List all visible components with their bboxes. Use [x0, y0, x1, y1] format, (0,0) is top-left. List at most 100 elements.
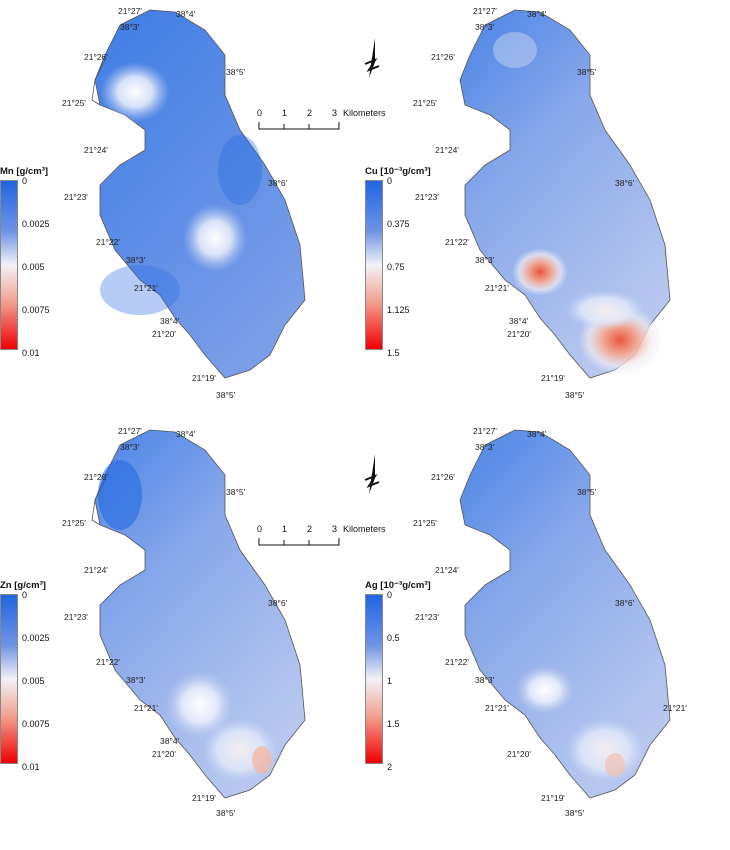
coord-label: 21°27' [473, 426, 497, 436]
legend-color-bar [0, 594, 18, 764]
legend-tick: 1.5 [387, 348, 400, 358]
legend-tick: 0.5 [387, 633, 400, 643]
legend-tick: 0.005 [22, 262, 45, 272]
scale-tick-label: 1 [282, 108, 288, 118]
zn-legend: Zn [g/cm³] 0 0.0025 0.005 0.0075 0.01 [0, 580, 90, 772]
coord-label: 38°5' [577, 487, 597, 497]
coord-label: 21°20' [507, 749, 531, 759]
coord-label: 38°5' [216, 808, 236, 818]
legend-tick: 0.0025 [22, 633, 50, 643]
map-panel-ag: 21°27' 38°4' 38°3' 21°26' 38°5' 21°25' 2… [365, 420, 730, 850]
coord-label: 21°19' [541, 373, 565, 383]
legend-tick: 0.75 [387, 262, 405, 272]
legend-tick: 0.01 [22, 348, 40, 358]
mn-map [91, 9, 306, 379]
coord-label: 38°4' [527, 429, 547, 439]
coord-label: 38°4' [176, 429, 196, 439]
zn-map [91, 429, 306, 799]
legend-title: Ag [10⁻³g/cm³] [365, 580, 431, 591]
coord-label: 21°27' [118, 426, 142, 436]
legend-tick: 2 [387, 762, 393, 772]
mn-legend: Mn [g/cm³] 0 0.0025 0.005 0.0075 0.01 [0, 166, 90, 358]
coord-label: 21°20' [152, 329, 176, 339]
coord-label: 21°21' [134, 703, 158, 713]
scale-tick-label: 1 [282, 524, 288, 534]
coord-label: 21°25' [413, 518, 437, 528]
coord-label: 21°24' [435, 565, 459, 575]
coord-label: 21°21' [485, 703, 509, 713]
coord-label: 21°22' [445, 657, 469, 667]
legend-tick: 0.0025 [22, 219, 50, 229]
cu-legend: Cu [10⁻³g/cm³] 0 0.375 0.75 1.125 1.5 [365, 166, 455, 358]
coord-label: 21°23' [64, 192, 88, 202]
scale-tick-label: 3 [332, 524, 338, 534]
coord-label: 38°6' [615, 598, 635, 608]
scale-tick-label: 3 [332, 108, 338, 118]
coord-label: 21°26' [431, 52, 455, 62]
coord-label: 21°25' [62, 98, 86, 108]
coord-label: 21°25' [413, 98, 437, 108]
north-arrow-icon [361, 36, 383, 78]
coord-label: 38°3' [126, 675, 146, 685]
coord-label: 38°3' [126, 255, 146, 265]
coord-label: 38°3' [475, 442, 495, 452]
coord-label: 38°3' [475, 675, 495, 685]
map-panel-cu: 21°27' 38°4' 38°3' 21°26' 38°5' 21°25' 2… [365, 0, 730, 420]
ag-shape [459, 429, 671, 799]
coord-label: 21°22' [96, 237, 120, 247]
coord-label: 38°6' [268, 178, 288, 188]
map-panel-mn: 21°27' 38°4' 38°3' 21°26' 38°5' 21°25' 2… [0, 0, 365, 420]
scale-bar-line [258, 538, 340, 546]
legend-color-bar [365, 180, 383, 350]
coord-label: 21°20' [507, 329, 531, 339]
map-panel-zn: 21°27' 38°4' 38°3' 21°26' 38°5' 21°25' 2… [0, 420, 365, 850]
legend-color-bar [365, 594, 383, 764]
coord-label: 38°5' [226, 487, 246, 497]
scale-unit: Kilometers [343, 524, 386, 534]
scale-tick-label: 2 [307, 524, 313, 534]
coord-label: 21°26' [84, 472, 108, 482]
legend-tick: 0 [387, 590, 393, 600]
legend-tick: 0.01 [22, 762, 40, 772]
coord-label: 21°23' [415, 612, 439, 622]
coord-label: 21°27' [473, 6, 497, 16]
coord-label: 38°4' [160, 316, 180, 326]
coord-label: 21°21' [485, 283, 509, 293]
coord-label: 21°26' [84, 52, 108, 62]
coord-label: 38°5' [216, 390, 236, 400]
coord-label: 38°5' [577, 67, 597, 77]
coord-label: 21°21' [663, 703, 687, 713]
zn-shape [94, 429, 306, 799]
coord-label: 21°25' [62, 518, 86, 528]
coord-label: 21°23' [415, 192, 439, 202]
cu-map [459, 9, 671, 379]
legend-tick: 0.0075 [22, 305, 50, 315]
coord-label: 21°23' [64, 612, 88, 622]
coord-label: 38°3' [120, 442, 140, 452]
scale-bar-top: 0 1 2 3 Kilometers [255, 108, 395, 138]
coord-label: 38°5' [226, 67, 246, 77]
scale-tick-label: 0 [257, 524, 263, 534]
coord-label: 38°4' [160, 736, 180, 746]
ag-map [459, 429, 671, 799]
coord-label: 21°24' [84, 145, 108, 155]
coord-label: 21°24' [84, 565, 108, 575]
coord-label: 38°4' [176, 9, 196, 19]
scale-tick-label: 2 [307, 108, 313, 118]
legend-tick: 0 [387, 176, 393, 186]
legend-tick: 0.0075 [22, 719, 50, 729]
scale-unit: Kilometers [343, 108, 386, 118]
coord-label: 21°21' [134, 283, 158, 293]
coord-label: 38°5' [565, 808, 585, 818]
coord-label: 21°19' [192, 373, 216, 383]
coord-label: 38°5' [565, 390, 585, 400]
coord-label: 21°19' [541, 793, 565, 803]
scale-bar-line [258, 122, 340, 130]
ag-legend: Ag [10⁻³g/cm³] 0 0.5 1 1.5 2 [365, 580, 455, 772]
coord-label: 38°4' [527, 9, 547, 19]
north-arrow-icon [361, 452, 383, 494]
coord-label: 21°26' [431, 472, 455, 482]
coord-label: 38°3' [120, 22, 140, 32]
legend-title: Zn [g/cm³] [0, 580, 46, 591]
scale-tick-label: 0 [257, 108, 263, 118]
